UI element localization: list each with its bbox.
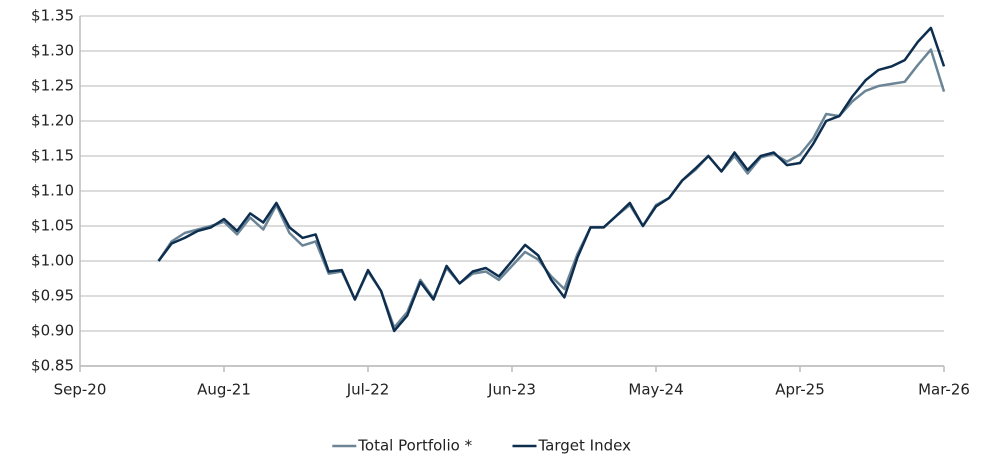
x-tick-label: Apr-25 <box>775 381 825 399</box>
x-tick-label: Mar-26 <box>918 381 970 399</box>
y-tick-label: $1.15 <box>31 147 74 165</box>
x-tick-label: Aug-21 <box>197 381 251 399</box>
legend-label: Total Portfolio * <box>357 437 472 455</box>
y-tick-label: $0.95 <box>31 287 74 305</box>
legend-label: Target Index <box>538 437 632 455</box>
y-tick-label: $1.25 <box>31 77 74 95</box>
y-tick-label: $0.90 <box>31 322 74 340</box>
y-tick-label: $1.00 <box>31 252 74 270</box>
x-tick-label: May-24 <box>628 381 683 399</box>
y-tick-label: $1.05 <box>31 217 74 235</box>
series-line <box>157 26 946 333</box>
x-tick-label: Jul-22 <box>346 381 390 399</box>
x-tick-label: Jun-23 <box>487 381 536 399</box>
y-tick-label: $1.20 <box>31 112 74 130</box>
x-tick-label: Sep-20 <box>54 381 107 399</box>
y-tick-label: $1.35 <box>31 7 74 25</box>
y-tick-label: $1.10 <box>31 182 74 200</box>
y-tick-label: $1.30 <box>31 42 74 60</box>
series-line <box>157 48 946 329</box>
y-tick-label: $0.85 <box>31 357 74 375</box>
